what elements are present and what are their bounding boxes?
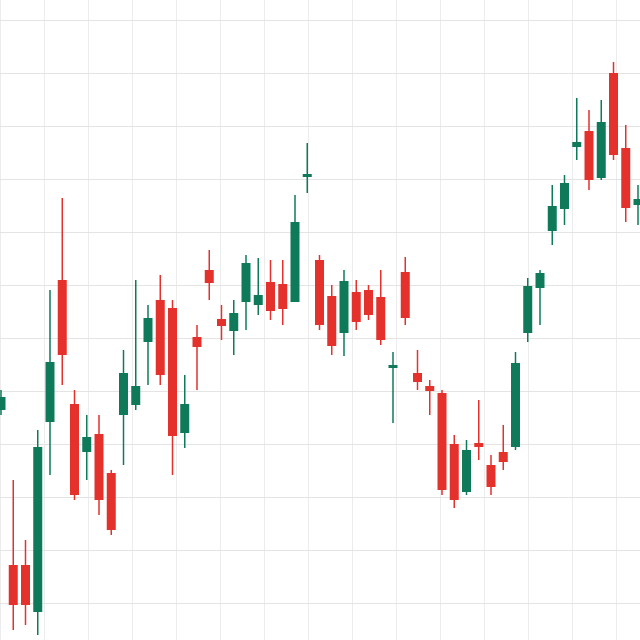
candle-body (315, 260, 324, 325)
candle-body (119, 373, 128, 415)
candle-body (327, 296, 337, 346)
candle-body (437, 393, 447, 490)
candle-body (131, 386, 141, 405)
candle-body (609, 73, 618, 155)
candle-body (584, 131, 594, 180)
candle-body (70, 404, 79, 495)
candle-body (498, 452, 508, 462)
candle-body (572, 142, 582, 147)
candle-body (33, 447, 43, 612)
candle-body (8, 565, 18, 605)
candle-body (596, 122, 606, 178)
candle-body (278, 284, 288, 309)
candle-body (376, 297, 386, 340)
candle-body (351, 292, 361, 322)
candle-body (560, 183, 569, 209)
candle-body (168, 308, 177, 436)
candle-body (204, 270, 214, 283)
candle-body (253, 295, 263, 305)
candle-body (192, 337, 202, 347)
candle-body (511, 363, 520, 447)
candle-body (621, 148, 631, 208)
candle-body (302, 174, 312, 177)
candle-body (57, 280, 67, 355)
candle-body (21, 565, 30, 605)
candle-body (82, 437, 92, 452)
candle-body (535, 273, 545, 288)
candle-body (241, 263, 251, 302)
candle-body (523, 286, 533, 333)
candle-body (364, 290, 373, 315)
candle-body (633, 199, 640, 205)
candle-body (45, 362, 55, 422)
candle-body (106, 473, 116, 530)
candle-body (425, 386, 435, 391)
candle-body (486, 465, 496, 487)
candle-body (0, 397, 6, 410)
candle-body (339, 281, 349, 333)
candle-body (290, 222, 300, 302)
candle-body (400, 272, 410, 318)
candle-body (155, 300, 165, 375)
candle-body (94, 434, 104, 500)
candle-body (547, 206, 557, 231)
candle-body (217, 319, 226, 326)
candle-body (229, 313, 239, 331)
candle-body (143, 318, 153, 342)
candle-body (449, 444, 459, 500)
candle-body (462, 450, 471, 492)
candle-body (180, 404, 190, 433)
candle-body (413, 373, 422, 382)
candle-body (388, 365, 398, 368)
candle-body (266, 282, 275, 311)
candle-body (474, 443, 484, 447)
